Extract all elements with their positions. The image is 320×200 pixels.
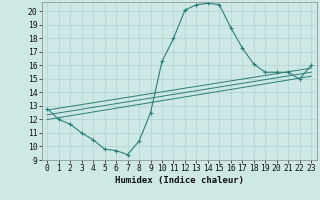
X-axis label: Humidex (Indice chaleur): Humidex (Indice chaleur): [115, 176, 244, 185]
